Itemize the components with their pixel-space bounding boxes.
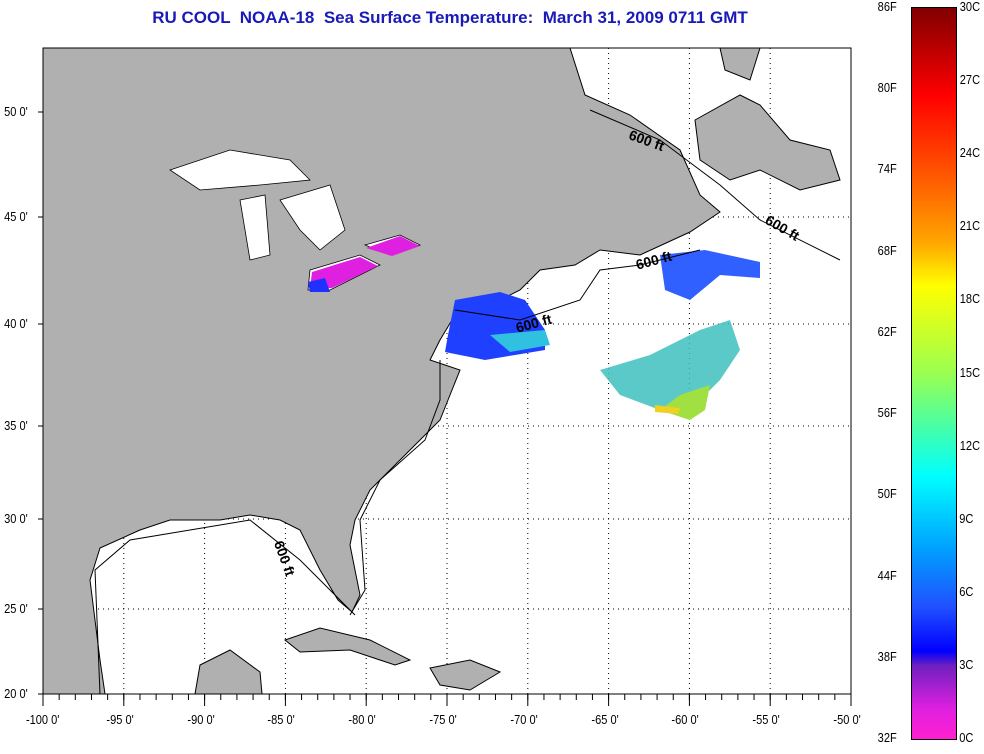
lon-label: -65 0' bbox=[591, 712, 619, 727]
colorbar-f-label: 74F bbox=[877, 161, 897, 177]
land-yucatan bbox=[194, 649, 263, 695]
lon-label: -100 0' bbox=[25, 712, 60, 727]
colorbar-c-label: 0C bbox=[959, 730, 974, 745]
lon-label: -70 0' bbox=[510, 712, 538, 727]
lon-label: -85 0' bbox=[267, 712, 296, 727]
colorbar-c-label: 24C bbox=[959, 145, 981, 161]
colorbar-f-label: 62F bbox=[877, 323, 897, 339]
colorbar-c-label: 27C bbox=[959, 72, 981, 88]
lat-label: 40 0' bbox=[4, 316, 28, 331]
lon-label: -75 0' bbox=[429, 712, 457, 727]
lat-label: 20 0' bbox=[4, 686, 28, 701]
depth-contour-600ft bbox=[94, 109, 841, 695]
colorbar-f-label: 32F bbox=[877, 730, 897, 745]
temperature-colorbar bbox=[911, 7, 957, 740]
colorbar-f-label: 50F bbox=[877, 486, 897, 502]
sst-data bbox=[308, 236, 760, 420]
lon-label: -55 0' bbox=[752, 712, 780, 727]
lat-label: 25 0' bbox=[4, 601, 28, 616]
lon-label: -50 0' bbox=[833, 712, 861, 727]
colorbar-c-label: 9C bbox=[959, 510, 974, 526]
colorbar-f-label: 44F bbox=[877, 567, 897, 583]
land-hispaniola bbox=[429, 659, 502, 691]
colorbar-c-label: 18C bbox=[959, 291, 981, 307]
land-newfoundland bbox=[694, 94, 841, 191]
land-labrador bbox=[719, 47, 761, 81]
lon-label: -80 0' bbox=[348, 712, 376, 727]
colorbar-c-label: 6C bbox=[959, 583, 974, 599]
lat-label: 30 0' bbox=[4, 511, 28, 526]
colorbar-f-label: 56F bbox=[877, 405, 897, 421]
map-title: RU COOL NOAA-18 Sea Surface Temperature:… bbox=[152, 8, 748, 27]
colorbar-c-label: 3C bbox=[959, 656, 974, 672]
lon-label: -60 0' bbox=[671, 712, 700, 727]
lat-label: 35 0' bbox=[4, 418, 28, 433]
colorbar-f-label: 68F bbox=[877, 242, 897, 258]
axis-ticks bbox=[38, 111, 852, 706]
colorbar-c-label: 30C bbox=[959, 0, 981, 14]
colorbar-c-label: 12C bbox=[959, 437, 981, 453]
colorbar-f-label: 80F bbox=[877, 80, 897, 96]
lon-label: -90 0' bbox=[187, 712, 215, 727]
lat-label: 45 0' bbox=[4, 209, 28, 224]
land-cuba bbox=[283, 627, 412, 666]
colorbar-f-label: 86F bbox=[877, 0, 897, 14]
lon-label: -95 0' bbox=[106, 712, 134, 727]
colorbar-f-label: 38F bbox=[877, 648, 897, 664]
land-north-america bbox=[42, 47, 721, 695]
colorbar-c-label: 21C bbox=[959, 218, 981, 234]
colorbar-c-label: 15C bbox=[959, 364, 981, 380]
lat-label: 50 0' bbox=[4, 104, 28, 119]
